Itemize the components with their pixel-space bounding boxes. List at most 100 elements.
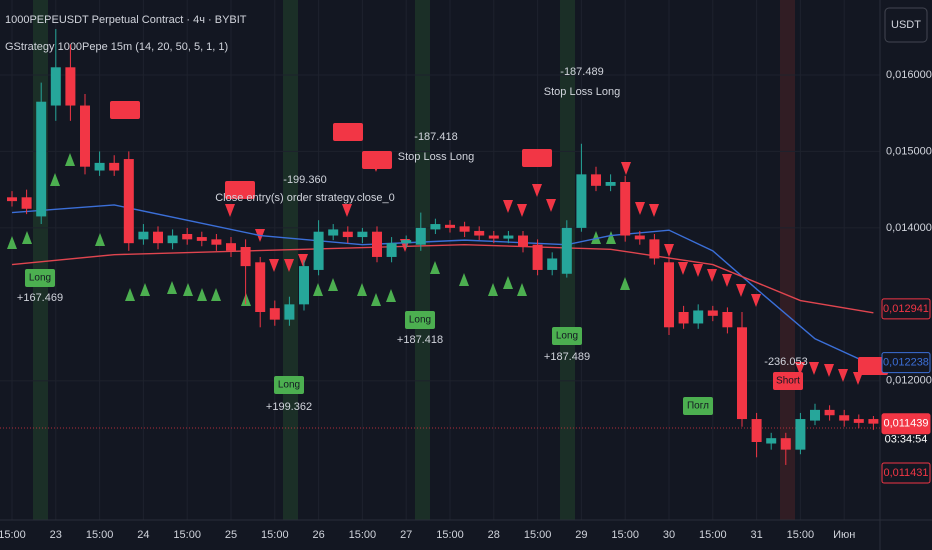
x-tick-label: 15:00 bbox=[524, 529, 552, 541]
candle-body bbox=[123, 159, 134, 244]
candle-body bbox=[284, 304, 295, 320]
candle-body bbox=[138, 231, 149, 240]
x-tick-label: 30 bbox=[663, 529, 675, 541]
chart-subtitle: GStrategy 1000Pepe 15m (14, 20, 50, 5, 1… bbox=[5, 41, 228, 53]
candle-body bbox=[240, 247, 251, 267]
ma-line bbox=[11, 204, 874, 367]
signal-triangle bbox=[621, 162, 631, 175]
annotation: +199.362 bbox=[266, 401, 312, 413]
signal-triangle bbox=[298, 254, 308, 267]
candle-body bbox=[211, 239, 222, 245]
candle-body bbox=[561, 227, 572, 274]
candle-body bbox=[313, 231, 324, 270]
candle-body bbox=[401, 240, 412, 244]
signal-triangle bbox=[225, 204, 235, 217]
label-box bbox=[362, 151, 392, 169]
candle-body bbox=[547, 258, 558, 270]
candle-body bbox=[255, 262, 266, 312]
label-box bbox=[858, 357, 888, 375]
currency[interactable]: USDT bbox=[891, 19, 921, 31]
y-tick-label: 0,016000 bbox=[886, 69, 932, 81]
x-tick-label: 15:00 bbox=[787, 529, 815, 541]
x-tick-label: 28 bbox=[488, 529, 500, 541]
x-tick-label: 24 bbox=[137, 529, 149, 541]
candle-body bbox=[459, 226, 470, 232]
candle-body bbox=[678, 312, 689, 324]
candle-body bbox=[94, 162, 105, 171]
signal-triangle bbox=[838, 369, 848, 382]
candle-body bbox=[693, 310, 704, 324]
label-box bbox=[225, 181, 255, 199]
signal-triangle bbox=[678, 262, 688, 275]
annotation: -187.489 bbox=[560, 66, 603, 78]
x-tick-label: 15:00 bbox=[699, 529, 727, 541]
candle-body bbox=[167, 235, 178, 244]
candle-body bbox=[357, 231, 368, 238]
label-box bbox=[110, 101, 140, 119]
signal-triangle bbox=[328, 278, 338, 291]
candle-body bbox=[605, 182, 616, 186]
annotation: Long bbox=[409, 315, 431, 326]
signal-triangle bbox=[313, 283, 323, 296]
candle-body bbox=[839, 415, 850, 421]
signal-triangle bbox=[167, 281, 177, 294]
signal-triangle bbox=[211, 288, 221, 301]
annotation: Short bbox=[776, 376, 800, 387]
annotation: Погл bbox=[687, 401, 709, 412]
countdown: 03:34:54 bbox=[885, 434, 928, 446]
signal-triangle bbox=[591, 231, 601, 244]
candle-body bbox=[474, 230, 485, 236]
candle-body bbox=[766, 438, 777, 444]
price-label: 0,012941 bbox=[883, 303, 929, 315]
signal-triangle bbox=[620, 277, 630, 290]
price-label-box bbox=[881, 352, 931, 374]
candle-body bbox=[109, 162, 120, 171]
candle-body bbox=[503, 235, 514, 239]
signal-triangle bbox=[342, 204, 352, 217]
candle-body bbox=[65, 67, 76, 106]
signal-triangle bbox=[371, 293, 381, 306]
annotation-box bbox=[683, 397, 713, 415]
candle-body bbox=[153, 231, 163, 244]
annotation: Close entry(s) order strategy.close_0 bbox=[215, 192, 395, 204]
candle-body bbox=[7, 197, 17, 202]
price-label: 0,011439 bbox=[883, 418, 928, 430]
y-tick-label: 0,012000 bbox=[886, 375, 932, 387]
signal-triangle bbox=[809, 362, 819, 375]
chart-title: 1000PEPEUSDT Perpetual Contract · 4ч · B… bbox=[5, 14, 247, 26]
x-tick-label: 29 bbox=[575, 529, 587, 541]
annotation: +167.469 bbox=[17, 292, 63, 304]
label-box bbox=[333, 123, 363, 141]
candle-body bbox=[824, 409, 835, 416]
candle-body bbox=[780, 438, 791, 450]
x-tick-label: 15:00 bbox=[261, 529, 289, 541]
signal-triangle bbox=[269, 259, 279, 272]
signal-triangle bbox=[22, 231, 32, 244]
candle-body bbox=[386, 243, 397, 257]
currency-button[interactable] bbox=[884, 7, 928, 43]
signal-triangle bbox=[197, 288, 207, 301]
annotation: +187.418 bbox=[397, 334, 443, 346]
annotation: Stop Loss Long bbox=[398, 151, 474, 163]
price-label-box bbox=[881, 413, 931, 435]
x-tick-label: 15:00 bbox=[0, 529, 26, 541]
signal-triangle bbox=[65, 153, 75, 166]
signal-triangle bbox=[95, 233, 105, 246]
candle-body bbox=[50, 67, 61, 106]
candle-body bbox=[737, 327, 747, 420]
signal-triangle bbox=[488, 283, 498, 296]
annotation-box bbox=[405, 311, 435, 329]
x-tick-label: 23 bbox=[50, 529, 62, 541]
signal-triangle bbox=[284, 259, 294, 272]
signal-triangle bbox=[503, 276, 513, 289]
candle-body bbox=[269, 308, 280, 320]
price-label: 0,012238 bbox=[883, 357, 929, 369]
signal-triangle bbox=[751, 294, 761, 307]
candle-body bbox=[751, 419, 762, 442]
annotation: Long bbox=[556, 331, 578, 342]
x-tick-label: 31 bbox=[750, 529, 762, 541]
signal-triangle bbox=[649, 204, 659, 217]
signal-triangle bbox=[824, 364, 834, 377]
